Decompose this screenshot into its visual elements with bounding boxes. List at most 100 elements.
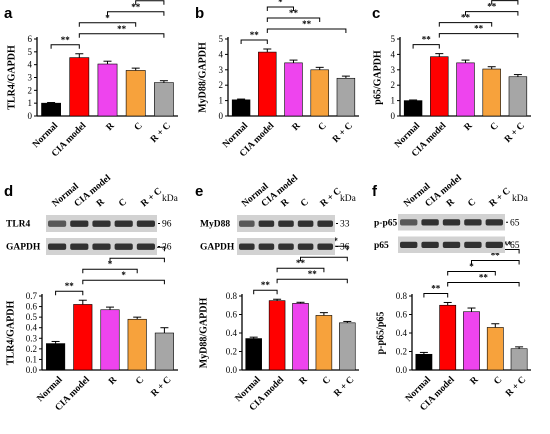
category-label: C	[321, 375, 333, 387]
significance-label: **	[422, 35, 432, 45]
category-label: R	[105, 121, 117, 133]
blot-band	[278, 220, 294, 227]
panel-letter: c	[372, 5, 380, 22]
bar-normal	[46, 343, 66, 371]
y-tick-label: 1	[391, 96, 396, 106]
blot-band	[485, 241, 503, 249]
blot-size-label: 65	[510, 218, 520, 228]
bar-r	[100, 309, 120, 371]
blot-unit-label: kDa	[340, 194, 357, 204]
y-tick-label: 5	[391, 34, 396, 44]
y-tick-label: 3	[219, 65, 224, 75]
y-axis-label: p65/GAPDH	[372, 50, 383, 105]
significance-bracket	[438, 33, 519, 38]
bar-cia-model	[439, 304, 457, 371]
significance-bracket	[412, 44, 440, 49]
blot-band	[136, 243, 155, 250]
bar-c	[315, 315, 333, 371]
blot-row-label: GAPDH	[200, 243, 235, 253]
blot-band	[400, 219, 418, 226]
y-tick-label: 6	[28, 34, 33, 44]
y-tick-label: 0.5	[26, 312, 38, 322]
significance-label: *	[121, 270, 126, 280]
significance-bracket	[423, 292, 449, 298]
significance-label: **	[117, 24, 127, 34]
bar-cia-model	[430, 56, 449, 117]
significance-label: *	[105, 13, 110, 23]
significance-label: **	[289, 8, 299, 18]
significance-bracket	[471, 259, 520, 265]
significance-bracket	[109, 257, 165, 263]
y-tick-label: 2	[391, 80, 396, 90]
category-label: R + C	[332, 375, 356, 399]
significance-label: *	[469, 261, 474, 271]
blot-band	[297, 243, 314, 250]
bar-r-c	[508, 76, 528, 117]
blot-band	[92, 220, 111, 227]
y-tick-label: 4	[219, 49, 224, 59]
y-tick-label: 0	[28, 111, 33, 121]
significance-bracket	[465, 11, 519, 16]
blot-band	[317, 243, 333, 250]
category-label: R	[291, 121, 303, 133]
blot-band	[400, 241, 418, 249]
blot-band	[464, 241, 482, 249]
significance-label: **	[61, 35, 71, 45]
y-tick-label: 0	[391, 111, 396, 121]
significance-bracket	[253, 289, 278, 295]
significance-bracket	[78, 22, 137, 27]
blot-band	[70, 243, 89, 250]
blot-lane-label: R + C	[139, 186, 164, 209]
significance-label: **	[250, 30, 260, 40]
bar-c	[310, 69, 329, 117]
bar-cia-model	[69, 57, 90, 117]
blot-band	[317, 220, 333, 227]
significance-label: **	[487, 2, 497, 12]
blot-band	[114, 243, 133, 250]
y-tick-label: 0.1	[26, 354, 37, 364]
y-tick-label: 0.4	[226, 328, 238, 338]
significance-label: **	[145, 0, 155, 1]
blot-lane-label: R	[445, 197, 457, 209]
blot-lane-label: C	[299, 197, 311, 209]
significance-label: **	[302, 19, 312, 29]
panel-d: d0.00.10.20.30.40.50.60.7TLR4/GAPDHNorma…	[4, 173, 179, 413]
y-tick-label: 0.2	[396, 347, 407, 357]
y-tick-label: 5	[28, 47, 33, 57]
significance-label: *	[108, 259, 113, 269]
significance-bracket	[82, 279, 165, 285]
bar-c	[486, 327, 504, 371]
bar-r	[292, 303, 309, 371]
significance-label: **	[431, 283, 441, 293]
blot-lane-label: R	[280, 197, 292, 209]
y-tick-label: 2	[28, 85, 33, 95]
blot-row-label: GAPDH	[6, 243, 41, 253]
blot-unit-label: kDa	[162, 194, 179, 204]
significance-label: **	[296, 258, 306, 268]
significance-label: *	[333, 236, 338, 246]
y-tick-label: 1	[219, 96, 224, 106]
significance-bracket	[300, 256, 348, 262]
category-label: C	[317, 121, 329, 133]
y-tick-label: 0.4	[396, 328, 408, 338]
bar-normal	[403, 100, 423, 117]
blot-lane-label: C	[117, 197, 129, 209]
category-label: R	[463, 121, 475, 133]
y-tick-label: 0.8	[396, 291, 408, 301]
blot-size-label: 33	[340, 220, 350, 230]
panel-letter: e	[195, 183, 203, 200]
blot-band	[258, 243, 275, 250]
y-tick-label: 0.7	[26, 291, 38, 301]
bar-r-c	[510, 348, 528, 371]
y-tick-label: 0.0	[396, 365, 408, 375]
y-tick-label: 4	[391, 49, 396, 59]
panel-letter: f	[372, 183, 378, 200]
y-tick-label: 0.3	[26, 333, 38, 343]
blot-band	[442, 241, 461, 249]
significance-label: **	[491, 250, 501, 260]
y-tick-label: 4	[28, 60, 33, 70]
category-label: C	[492, 375, 504, 387]
